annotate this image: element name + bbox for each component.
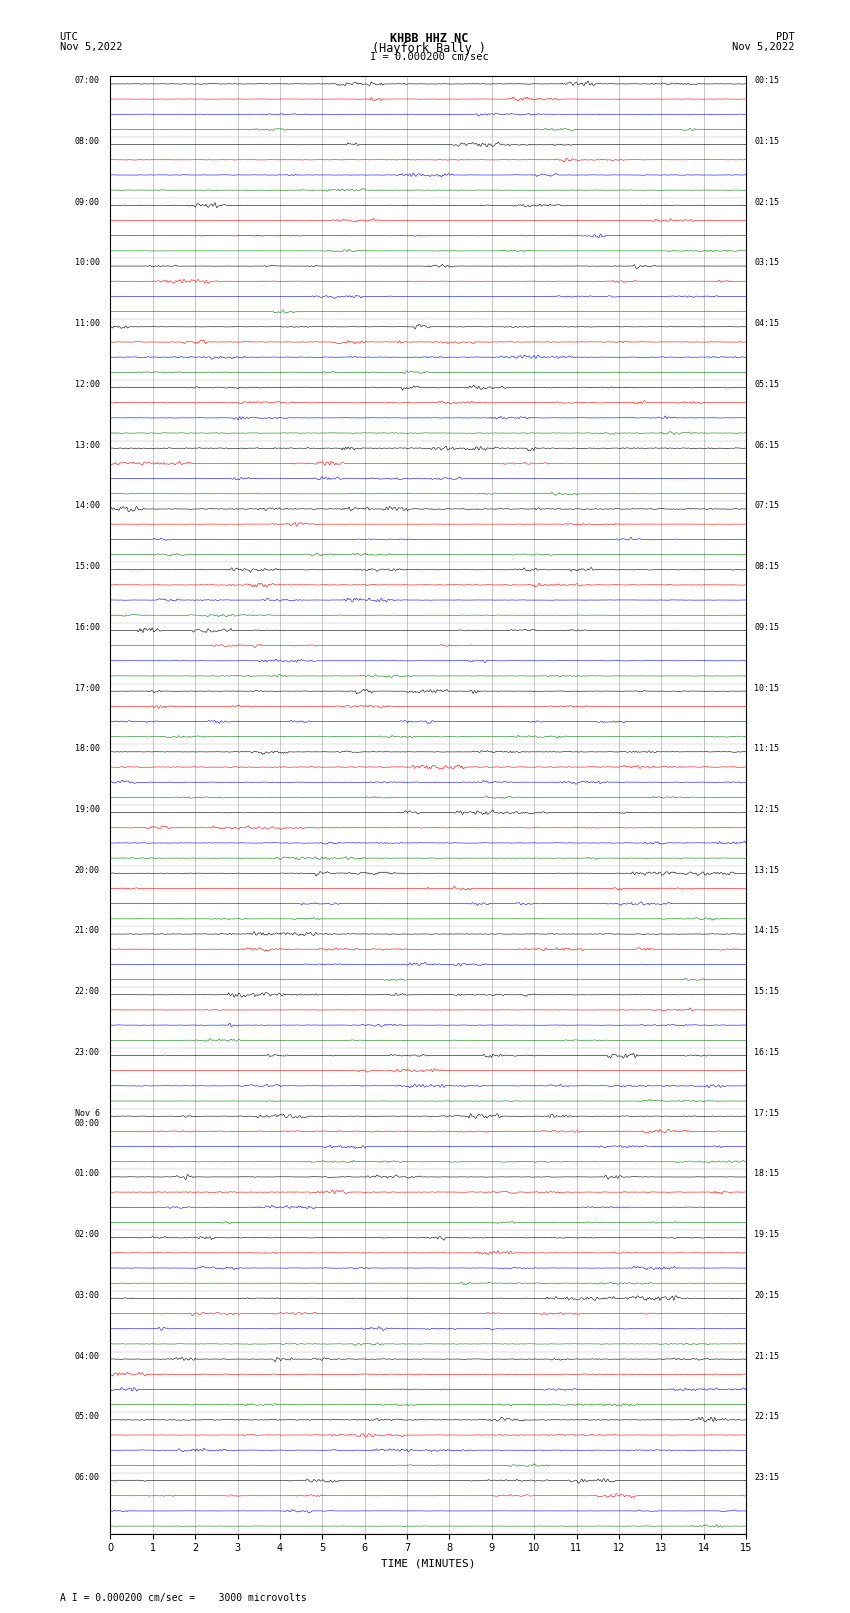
Text: 07:00: 07:00 (75, 76, 100, 85)
Text: I = 0.000200 cm/sec: I = 0.000200 cm/sec (370, 52, 489, 61)
Text: 21:00: 21:00 (75, 926, 100, 936)
Text: 08:15: 08:15 (755, 561, 779, 571)
Text: 16:15: 16:15 (755, 1048, 779, 1057)
Text: 01:00: 01:00 (75, 1169, 100, 1179)
Text: 12:15: 12:15 (755, 805, 779, 815)
Text: 03:00: 03:00 (75, 1290, 100, 1300)
Text: 04:15: 04:15 (755, 319, 779, 327)
Text: 03:15: 03:15 (755, 258, 779, 268)
Text: 01:15: 01:15 (755, 137, 779, 147)
Text: 05:15: 05:15 (755, 381, 779, 389)
Text: 19:15: 19:15 (755, 1231, 779, 1239)
Text: 15:00: 15:00 (75, 561, 100, 571)
Text: 17:15: 17:15 (755, 1108, 779, 1118)
Text: 22:15: 22:15 (755, 1413, 779, 1421)
Text: A I = 0.000200 cm/sec =    3000 microvolts: A I = 0.000200 cm/sec = 3000 microvolts (60, 1594, 306, 1603)
Text: 02:00: 02:00 (75, 1231, 100, 1239)
Text: 04:00: 04:00 (75, 1352, 100, 1360)
Text: Nov 5,2022: Nov 5,2022 (732, 42, 795, 52)
Text: 09:15: 09:15 (755, 623, 779, 632)
Text: 06:00: 06:00 (75, 1473, 100, 1482)
Text: Nov 6
00:00: Nov 6 00:00 (75, 1108, 100, 1127)
Text: 00:15: 00:15 (755, 76, 779, 85)
Text: 20:00: 20:00 (75, 866, 100, 874)
Text: 14:15: 14:15 (755, 926, 779, 936)
Text: 12:00: 12:00 (75, 381, 100, 389)
Text: 05:00: 05:00 (75, 1413, 100, 1421)
Text: 21:15: 21:15 (755, 1352, 779, 1360)
Text: 22:00: 22:00 (75, 987, 100, 997)
Text: 20:15: 20:15 (755, 1290, 779, 1300)
Text: 23:15: 23:15 (755, 1473, 779, 1482)
Text: 23:00: 23:00 (75, 1048, 100, 1057)
Text: 09:00: 09:00 (75, 198, 100, 206)
Text: 14:00: 14:00 (75, 502, 100, 510)
Text: 11:00: 11:00 (75, 319, 100, 327)
Text: 17:00: 17:00 (75, 684, 100, 692)
Text: 16:00: 16:00 (75, 623, 100, 632)
Text: Nov 5,2022: Nov 5,2022 (60, 42, 122, 52)
Text: 10:15: 10:15 (755, 684, 779, 692)
X-axis label: TIME (MINUTES): TIME (MINUTES) (381, 1560, 475, 1569)
Text: (Hayfork Bally ): (Hayfork Bally ) (372, 42, 486, 55)
Text: 08:00: 08:00 (75, 137, 100, 147)
Text: 18:00: 18:00 (75, 744, 100, 753)
Text: 13:00: 13:00 (75, 440, 100, 450)
Text: KHBB HHZ NC: KHBB HHZ NC (390, 32, 468, 45)
Text: 02:15: 02:15 (755, 198, 779, 206)
Text: 11:15: 11:15 (755, 744, 779, 753)
Text: 13:15: 13:15 (755, 866, 779, 874)
Text: PDT: PDT (776, 32, 795, 42)
Text: 10:00: 10:00 (75, 258, 100, 268)
Text: 15:15: 15:15 (755, 987, 779, 997)
Text: 07:15: 07:15 (755, 502, 779, 510)
Text: 06:15: 06:15 (755, 440, 779, 450)
Text: UTC: UTC (60, 32, 78, 42)
Text: 18:15: 18:15 (755, 1169, 779, 1179)
Text: 19:00: 19:00 (75, 805, 100, 815)
